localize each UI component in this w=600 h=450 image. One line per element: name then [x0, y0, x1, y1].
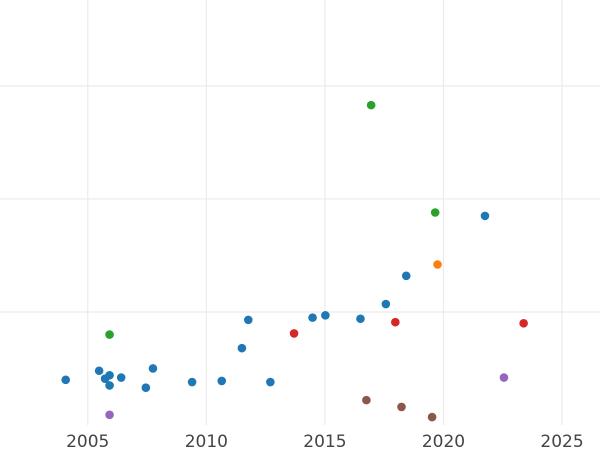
x-gridlines [87, 0, 563, 425]
x-tick-label: 2005 [66, 432, 109, 450]
plot-area [0, 0, 600, 425]
x-tick-label: 2025 [540, 432, 583, 450]
x-tick-labels: 2005 2010 2015 2020 2025 [66, 432, 584, 450]
data-point [289, 329, 299, 338]
data-point [105, 381, 114, 390]
data-points [61, 100, 528, 422]
data-point [362, 395, 371, 405]
x-tick-label: 2010 [185, 432, 228, 450]
data-point [105, 330, 114, 339]
data-point [105, 370, 114, 380]
data-point [321, 311, 330, 320]
data-point [148, 364, 158, 373]
x-tick-label: 2020 [422, 432, 465, 450]
data-point [217, 376, 227, 386]
data-point [356, 314, 365, 324]
data-point [266, 377, 275, 387]
data-point [397, 402, 406, 412]
data-point [519, 318, 528, 328]
data-point [105, 410, 114, 420]
data-point [433, 260, 442, 269]
data-point [237, 343, 247, 353]
data-point [391, 317, 400, 327]
data-point [381, 299, 391, 309]
data-point [366, 100, 376, 110]
data-point [116, 373, 126, 382]
data-point [430, 208, 440, 217]
data-point [61, 375, 70, 385]
data-point [480, 211, 490, 221]
x-tick-label: 2015 [303, 432, 346, 450]
data-point [244, 315, 253, 325]
data-point [308, 313, 317, 322]
data-point [499, 373, 509, 382]
data-point [401, 271, 411, 281]
y-gridlines [0, 85, 600, 313]
data-point [187, 377, 197, 387]
data-point [427, 412, 437, 422]
data-point [94, 366, 104, 376]
data-point [141, 383, 151, 392]
